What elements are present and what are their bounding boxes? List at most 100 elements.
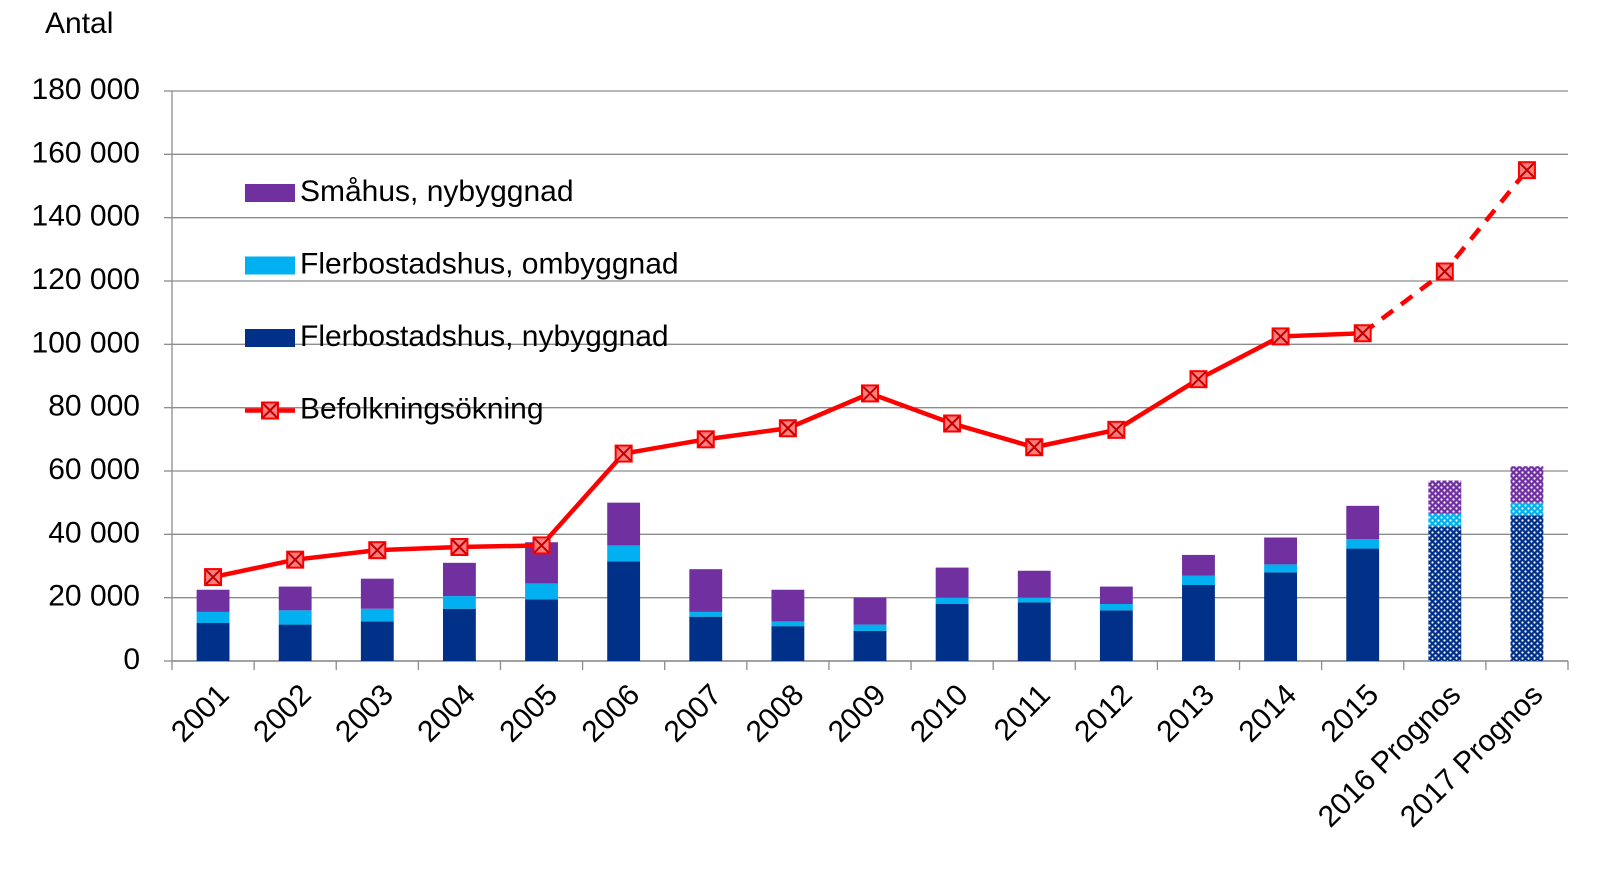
x-tick-label: 2009	[822, 678, 893, 749]
line-marker	[1189, 370, 1208, 389]
line-marker	[204, 568, 223, 587]
y-tick-label: 140 000	[32, 200, 140, 233]
bar-segment	[360, 608, 394, 622]
bar-segment	[1510, 502, 1544, 516]
marker-cross	[1437, 263, 1453, 280]
bar-segment	[1099, 610, 1133, 661]
x-tick-label: 2010	[904, 678, 975, 749]
x-tick-label: 2002	[247, 678, 318, 749]
bar-segment	[1264, 537, 1298, 565]
bar-segment	[525, 599, 558, 661]
bar-segment	[1017, 602, 1051, 661]
marker-cross	[205, 569, 221, 585]
x-tick-label: 2007	[658, 678, 729, 749]
marker-cross	[1026, 439, 1042, 455]
x-tick-label: 2013	[1150, 678, 1221, 749]
line-marker	[1025, 438, 1044, 457]
x-tick-label: 2006	[576, 678, 647, 749]
x-tick-label: 2003	[329, 678, 400, 749]
x-tick-label: 2014	[1233, 678, 1304, 749]
bar-segment	[1510, 515, 1544, 661]
y-axis-label: Antal	[45, 7, 113, 40]
marker-cross	[533, 537, 550, 554]
bar-segment	[1428, 480, 1462, 514]
line-marker	[1353, 324, 1372, 343]
bar-segment	[1099, 586, 1133, 604]
bar-segment	[1510, 466, 1544, 503]
bar-segment	[689, 616, 723, 661]
marker-cross	[862, 385, 878, 402]
bar-segment	[853, 624, 887, 631]
bar-segment	[1264, 564, 1298, 573]
bar-segment	[278, 586, 312, 611]
marker-cross	[1272, 328, 1289, 345]
marker-cross	[1108, 422, 1125, 438]
bar-segment	[196, 589, 230, 612]
bar-segment	[1428, 526, 1462, 661]
bar-segment	[1346, 548, 1380, 661]
bar-segment	[196, 611, 230, 623]
bar-segment	[935, 604, 969, 661]
line-marker	[943, 414, 962, 433]
bar-segment	[1182, 575, 1215, 585]
x-tick-label: 2001	[165, 678, 236, 749]
x-tick-label: 2011	[988, 678, 1057, 747]
line-marker	[778, 419, 797, 438]
y-tick-label: 160 000	[32, 136, 140, 169]
legend-swatch	[245, 329, 295, 347]
line-marker	[1107, 420, 1126, 439]
bar-segment	[689, 569, 723, 612]
legend-swatch	[245, 184, 295, 202]
bar-segment	[1099, 604, 1133, 611]
marker-cross	[780, 420, 796, 436]
bar-segment	[278, 624, 312, 661]
bar-segment	[771, 621, 805, 627]
x-tick-label: 2015	[1315, 678, 1386, 749]
line-actual	[212, 331, 1363, 580]
bar-segment	[1264, 572, 1298, 661]
y-tick-label: 40 000	[48, 516, 140, 549]
bar-segment	[771, 626, 805, 661]
bar-segment	[196, 623, 230, 661]
x-tick-label: 2012	[1068, 678, 1139, 749]
marker-cross	[698, 431, 714, 448]
bar-segment	[935, 597, 969, 604]
x-tick-label: 2008	[740, 678, 811, 749]
marker-cross	[1519, 162, 1535, 178]
line-marker	[1271, 327, 1290, 346]
y-tick-label: 100 000	[32, 326, 140, 359]
line-marker	[1517, 161, 1536, 180]
bar-segment	[853, 630, 887, 661]
bar-segment	[278, 610, 312, 625]
bar-segment	[1017, 597, 1051, 603]
marker-cross	[1190, 371, 1207, 387]
x-tick-label: 2005	[494, 678, 565, 749]
bar-segment	[771, 589, 805, 622]
bar-segment	[1346, 539, 1380, 549]
y-tick-label: 20 000	[48, 580, 140, 613]
y-tick-label: 180 000	[32, 73, 140, 106]
legend-swatch	[245, 256, 295, 275]
line-marker	[1435, 262, 1454, 281]
marker-cross	[615, 445, 632, 462]
bar-segment	[1182, 554, 1215, 576]
line-marker	[861, 384, 879, 403]
legend-label: Flerbostadshus, ombyggnad	[300, 247, 679, 280]
bar-segment	[853, 597, 887, 625]
y-tick-label: 60 000	[48, 453, 140, 486]
bar-segment	[442, 562, 476, 597]
marker-cross	[369, 542, 386, 558]
line-forecast	[1361, 168, 1529, 336]
line-marker	[286, 550, 305, 569]
bar-segment	[689, 611, 723, 617]
line-marker	[696, 430, 715, 449]
bar-segment	[1182, 585, 1215, 661]
x-tick-label: 2004	[411, 678, 482, 749]
legend-label: Småhus, nybyggnad	[300, 175, 574, 208]
legend-label: Flerbostadshus, nybyggnad	[300, 320, 669, 353]
line-marker	[450, 538, 469, 556]
bar-segment	[525, 583, 558, 600]
bar-segment	[360, 621, 394, 661]
x-tick-label: 2016 Prognos	[1312, 678, 1467, 833]
bar-segment	[1346, 505, 1380, 540]
